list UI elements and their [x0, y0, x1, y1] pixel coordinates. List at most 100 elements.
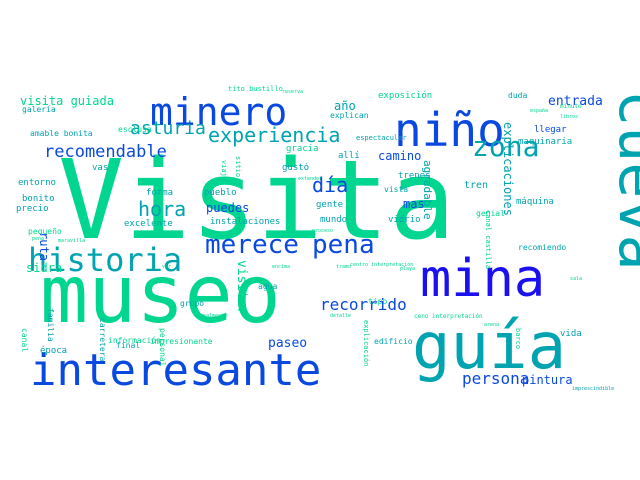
word-guia: guía: [412, 310, 566, 384]
word-visita-guiada: visita guiada: [20, 94, 114, 108]
word-ano: año: [334, 99, 356, 113]
word-sidra: sidra: [26, 261, 62, 275]
word-bonito: bonito: [22, 194, 55, 204]
word-maquina: máquina: [516, 197, 554, 207]
word-personal: personal: [158, 328, 167, 367]
word-ver: ver: [162, 264, 171, 270]
word-paseo: paseo: [268, 336, 307, 351]
word-detalle: detalle: [330, 313, 351, 319]
word-recomiendo: recomiendo: [518, 243, 566, 252]
word-ceno-interpretacion: ceno interpretación: [414, 313, 483, 320]
word-vidrio: vidrio: [388, 215, 421, 225]
word-impresionante: impresionante: [150, 337, 213, 346]
word-maquinaria: maquinaria: [518, 137, 572, 147]
word-puedes: puedes: [206, 201, 249, 215]
word-explicaciones: explicaciones: [501, 122, 515, 216]
word-gusto: gustó: [282, 162, 309, 173]
word-zona: zona: [472, 130, 539, 163]
word-centro-interpretacion: centro interpretación: [350, 261, 413, 268]
word-llegar: llegar: [534, 125, 567, 135]
word-visita: Visita: [58, 136, 455, 264]
word-familia: familia: [46, 308, 55, 342]
word-imprescindible: imprescindible: [572, 386, 614, 392]
word-excelente: excelente: [124, 219, 173, 229]
word-sala: sala: [570, 276, 582, 282]
word-mas: mas: [403, 197, 425, 211]
word-agua: agua: [258, 282, 277, 291]
word-canal-castilla: canal castilla: [484, 210, 492, 269]
word-pintura: pintura: [522, 373, 573, 387]
word-encima: encima: [272, 264, 290, 270]
word-vista: vista: [384, 185, 408, 194]
word-minuto: minuto: [560, 103, 582, 110]
word-playa: playa: [400, 266, 415, 272]
word-explican: explican: [330, 111, 369, 120]
word-informacion: información: [108, 335, 161, 345]
word-merece: merece: [205, 230, 299, 260]
word-exposicion: exposición: [378, 90, 432, 101]
word-instalaciones: instalaciones: [210, 217, 280, 227]
word-dia: día: [312, 173, 348, 197]
word-barco: barco: [514, 328, 522, 349]
word-proceso: proceso: [312, 228, 333, 234]
word-canal: canal: [20, 328, 29, 352]
word-maravilla: maravilla: [58, 238, 85, 244]
word-gracia: gracia: [286, 144, 319, 154]
word-gente: gente: [316, 200, 343, 210]
word-trenes: trenes: [398, 171, 431, 181]
word-hora: hora: [138, 197, 186, 221]
word-entorno: entorno: [18, 178, 56, 188]
word-tramo: tramo: [336, 264, 351, 270]
word-agradable: agradable: [421, 160, 434, 220]
word-persona: persona: [462, 369, 529, 388]
word-final: final: [116, 341, 140, 350]
word-interesante: interesante: [30, 345, 321, 396]
word-ruta: ruta: [37, 232, 51, 261]
word-forma: forma: [146, 188, 173, 198]
word-edificio: edificio: [374, 337, 413, 346]
word-sitio: sitio: [234, 156, 242, 177]
word-realmente: realmente: [200, 313, 227, 319]
word-grupo: grupo: [180, 299, 204, 308]
word-amable-bonita: amable bonita: [30, 129, 93, 138]
word-pequeno: pequeño: [28, 227, 62, 236]
word-vas: vas: [92, 163, 108, 173]
word-duda: duda: [508, 91, 527, 100]
word-arena: arena: [484, 322, 499, 328]
word-pena: pena: [312, 230, 375, 260]
word-nino: niño: [394, 103, 505, 157]
word-pueblo: pueblo: [204, 188, 237, 198]
word-viaje: viaje: [220, 160, 228, 181]
word-espana: españa: [530, 108, 548, 114]
word-pena: pena: [32, 236, 44, 242]
word-visitar: visitar: [234, 260, 249, 315]
word-carretera: carretera: [98, 318, 107, 362]
word-libros: libros: [560, 114, 578, 120]
word-museo: museo: [40, 248, 281, 341]
word-minero: minero: [150, 90, 287, 134]
word-espectacular: espectacular: [356, 134, 407, 142]
word-cueva: cueva: [605, 90, 640, 271]
word-experiencia: experiencia: [208, 123, 340, 147]
word-asturia: asturia: [130, 118, 206, 139]
word-genial: genial: [476, 209, 505, 218]
word-reserva: reserva: [282, 89, 303, 95]
word-tren: tren: [464, 180, 488, 191]
word-epoca: época: [40, 345, 67, 356]
word-alli: allí: [338, 151, 360, 161]
word-explicacion: explicación: [362, 320, 370, 366]
word-historia: historia: [28, 241, 182, 279]
word-camino: camino: [378, 149, 421, 163]
word-recorrido: recorrido: [320, 295, 407, 314]
word-vida: vida: [560, 329, 582, 339]
word-mundo: mundo: [320, 215, 347, 225]
word-mina: mina: [420, 249, 545, 309]
word-recomendable: recomendable: [44, 142, 167, 162]
word-galeria: galería: [22, 105, 56, 114]
word-extender: extender: [298, 176, 322, 182]
word-precio: precio: [16, 204, 49, 214]
word-tipo: tipo: [368, 297, 387, 306]
word-entrada: entrada: [548, 94, 603, 109]
word-esclusa: esclusa: [118, 125, 152, 134]
